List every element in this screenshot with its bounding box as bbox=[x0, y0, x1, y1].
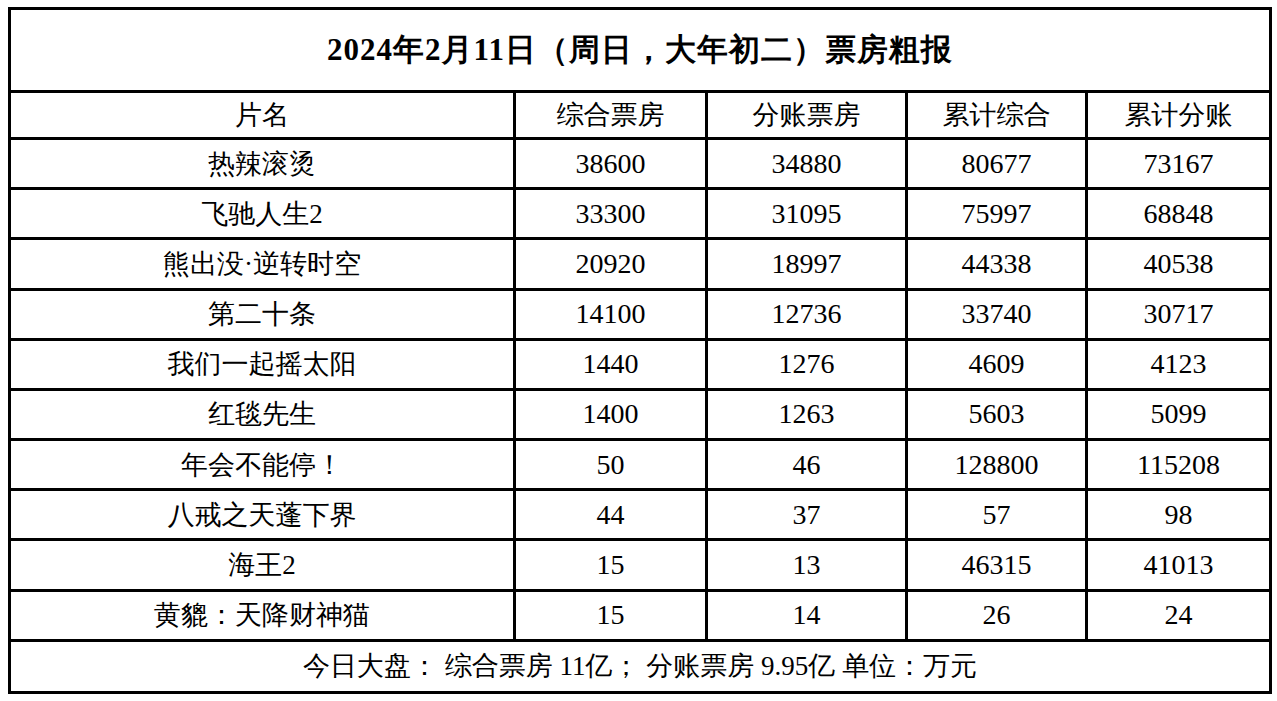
value-cell: 75997 bbox=[907, 189, 1087, 239]
value-cell: 37 bbox=[707, 490, 907, 540]
value-cell: 128800 bbox=[907, 440, 1087, 490]
value-cell: 4609 bbox=[907, 339, 1087, 389]
table-row: 红毯先生 1400 1263 5603 5099 bbox=[10, 389, 1271, 439]
movie-name-cell: 海王2 bbox=[10, 540, 515, 590]
value-cell: 4123 bbox=[1087, 339, 1271, 389]
column-header-film-name: 片名 bbox=[10, 92, 515, 139]
movie-name-cell: 飞驰人生2 bbox=[10, 189, 515, 239]
table-row: 黄貔：天降财神猫 15 14 26 24 bbox=[10, 590, 1271, 640]
value-cell: 5603 bbox=[907, 389, 1087, 439]
value-cell: 1263 bbox=[707, 389, 907, 439]
table-row: 我们一起摇太阳 1440 1276 4609 4123 bbox=[10, 339, 1271, 389]
table-row: 热辣滚烫 38600 34880 80677 73167 bbox=[10, 139, 1271, 189]
value-cell: 24 bbox=[1087, 590, 1271, 640]
value-cell: 12736 bbox=[707, 289, 907, 339]
daily-total-summary: 今日大盘： 综合票房 11亿； 分账票房 9.95亿 单位：万元 bbox=[10, 640, 1271, 692]
value-cell: 57 bbox=[907, 490, 1087, 540]
movie-name-cell: 黄貔：天降财神猫 bbox=[10, 590, 515, 640]
value-cell: 26 bbox=[907, 590, 1087, 640]
column-header-cumulative-split: 累计分账 bbox=[1087, 92, 1271, 139]
column-header-row: 片名 综合票房 分账票房 累计综合 累计分账 bbox=[10, 92, 1271, 139]
value-cell: 1400 bbox=[515, 389, 707, 439]
value-cell: 13 bbox=[707, 540, 907, 590]
value-cell: 31095 bbox=[707, 189, 907, 239]
movie-name-cell: 年会不能停！ bbox=[10, 440, 515, 490]
movie-name-cell: 第二十条 bbox=[10, 289, 515, 339]
title-row: 2024年2月11日（周日，大年初二）票房粗报 bbox=[10, 9, 1271, 92]
value-cell: 15 bbox=[515, 590, 707, 640]
table-row: 第二十条 14100 12736 33740 30717 bbox=[10, 289, 1271, 339]
value-cell: 73167 bbox=[1087, 139, 1271, 189]
value-cell: 38600 bbox=[515, 139, 707, 189]
value-cell: 40538 bbox=[1087, 239, 1271, 289]
value-cell: 33300 bbox=[515, 189, 707, 239]
value-cell: 115208 bbox=[1087, 440, 1271, 490]
box-office-table: 2024年2月11日（周日，大年初二）票房粗报 片名 综合票房 分账票房 累计综… bbox=[8, 7, 1272, 694]
value-cell: 14 bbox=[707, 590, 907, 640]
value-cell: 15 bbox=[515, 540, 707, 590]
value-cell: 44338 bbox=[907, 239, 1087, 289]
value-cell: 33740 bbox=[907, 289, 1087, 339]
movie-name-cell: 热辣滚烫 bbox=[10, 139, 515, 189]
value-cell: 30717 bbox=[1087, 289, 1271, 339]
value-cell: 46315 bbox=[907, 540, 1087, 590]
value-cell: 80677 bbox=[907, 139, 1087, 189]
value-cell: 68848 bbox=[1087, 189, 1271, 239]
value-cell: 1440 bbox=[515, 339, 707, 389]
value-cell: 46 bbox=[707, 440, 907, 490]
value-cell: 5099 bbox=[1087, 389, 1271, 439]
value-cell: 41013 bbox=[1087, 540, 1271, 590]
movie-name-cell: 我们一起摇太阳 bbox=[10, 339, 515, 389]
footer-row: 今日大盘： 综合票房 11亿； 分账票房 9.95亿 单位：万元 bbox=[10, 640, 1271, 692]
column-header-cumulative-gross: 累计综合 bbox=[907, 92, 1087, 139]
table-row: 熊出没·逆转时空 20920 18997 44338 40538 bbox=[10, 239, 1271, 289]
value-cell: 1276 bbox=[707, 339, 907, 389]
table-row: 八戒之天蓬下界 44 37 57 98 bbox=[10, 490, 1271, 540]
column-header-split-box-office: 分账票房 bbox=[707, 92, 907, 139]
table-row: 飞驰人生2 33300 31095 75997 68848 bbox=[10, 189, 1271, 239]
movie-name-cell: 八戒之天蓬下界 bbox=[10, 490, 515, 540]
column-header-gross-box-office: 综合票房 bbox=[515, 92, 707, 139]
value-cell: 34880 bbox=[707, 139, 907, 189]
movie-name-cell: 熊出没·逆转时空 bbox=[10, 239, 515, 289]
value-cell: 20920 bbox=[515, 239, 707, 289]
value-cell: 98 bbox=[1087, 490, 1271, 540]
table-row: 海王2 15 13 46315 41013 bbox=[10, 540, 1271, 590]
report-title: 2024年2月11日（周日，大年初二）票房粗报 bbox=[10, 9, 1271, 92]
value-cell: 14100 bbox=[515, 289, 707, 339]
value-cell: 44 bbox=[515, 490, 707, 540]
value-cell: 18997 bbox=[707, 239, 907, 289]
movie-name-cell: 红毯先生 bbox=[10, 389, 515, 439]
table-row: 年会不能停！ 50 46 128800 115208 bbox=[10, 440, 1271, 490]
value-cell: 50 bbox=[515, 440, 707, 490]
box-office-report-page: 2024年2月11日（周日，大年初二）票房粗报 片名 综合票房 分账票房 累计综… bbox=[0, 0, 1277, 701]
